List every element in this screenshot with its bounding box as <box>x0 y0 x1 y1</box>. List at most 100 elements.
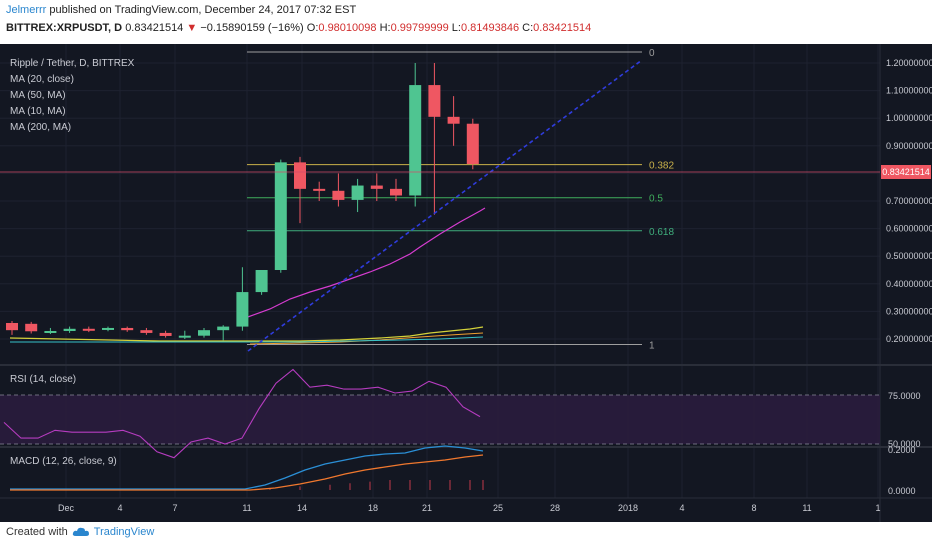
legend-title: Ripple / Tether, D, BITTREX <box>10 58 135 69</box>
macd-line <box>10 445 484 490</box>
close-label: C: <box>522 22 534 34</box>
candle-body <box>332 190 345 200</box>
ohlc-line: BITTREX:XRPUSDT, D 0.83421514 ▼ −0.15890… <box>6 22 591 35</box>
change-arrow-icon: ▼ <box>186 22 198 34</box>
price-axis-label: 0.70000000 <box>886 196 932 206</box>
time-axis-label: 11 <box>802 503 811 513</box>
rsi-title[interactable]: RSI (14, close) <box>10 374 76 385</box>
time-axis-label: 28 <box>550 503 560 513</box>
rsi-tick-75: 75.0000 <box>888 391 921 401</box>
macd-tick-0.2: 0.2000 <box>888 445 916 455</box>
time-axis-label: 2018 <box>618 503 638 513</box>
macd-tick-0: 0.0000 <box>888 486 916 496</box>
candle-body <box>370 185 383 189</box>
price-axis-label: 1.10000000 <box>886 86 932 96</box>
price-axis-label: 0.50000000 <box>886 251 932 261</box>
created-with-label: Created with <box>6 526 68 538</box>
candle-body <box>447 116 460 124</box>
time-axis-label: 18 <box>368 503 378 513</box>
low-value: 0.81493846 <box>460 22 520 34</box>
current-price-tag <box>881 165 931 179</box>
macd-title[interactable]: MACD (12, 26, close, 9) <box>10 456 117 467</box>
time-axis-label: 4 <box>117 503 122 513</box>
current-price-tag-text: 0.83421514 <box>882 167 930 177</box>
open-value: 0.98010098 <box>318 22 377 34</box>
candle-body <box>236 292 249 327</box>
time-axis-label: 4 <box>679 503 684 513</box>
candle-body <box>351 185 364 200</box>
time-axis: Dec 4 7 11 14 18 21 25 28 2018 4 8 11 1 <box>58 503 881 513</box>
candle-body <box>44 330 57 333</box>
publish-line: Jelmerrr published on TradingView.com, D… <box>6 4 356 17</box>
tradingview-link[interactable]: TradingView <box>93 526 155 538</box>
fib-level-label: 0.382 <box>649 161 674 172</box>
close-value: 0.83421514 <box>533 22 592 34</box>
time-axis-label: 14 <box>297 503 307 513</box>
legend-ma20[interactable]: MA (20, close) <box>10 74 74 85</box>
candle-body <box>428 85 441 117</box>
time-axis-label: 25 <box>493 503 503 513</box>
candle-body <box>409 85 422 196</box>
change-value: −0.15890159 (−16%) <box>200 22 304 34</box>
candle-body <box>466 123 479 165</box>
price-axis-label: 0.90000000 <box>886 141 932 151</box>
time-axis-label: 7 <box>172 503 177 513</box>
price-axis: 1.20000000 1.10000000 1.00000000 0.90000000… <box>886 58 932 344</box>
candle-body <box>294 162 306 189</box>
last-price: 0.83421514 <box>125 22 184 34</box>
candle-body <box>140 330 153 333</box>
open-label: O: <box>306 22 319 34</box>
candle-body <box>6 322 18 331</box>
ma20-line <box>244 207 486 319</box>
time-axis-label: 8 <box>751 503 756 513</box>
candle-body <box>198 330 210 336</box>
price-axis-label: 1.20000000 <box>886 58 932 68</box>
price-axis-label: 0.30000000 <box>886 306 932 316</box>
price-axis-label: 1.00000000 <box>886 113 932 123</box>
fib-level-label: 1 <box>649 341 655 352</box>
time-axis-label: Dec <box>58 503 75 513</box>
price-axis-label: 0.60000000 <box>886 224 932 234</box>
candle-body <box>255 270 268 293</box>
chart-canvas[interactable]: 0 0.382 0.5 0.618 1 0.83421514 1.20000000 1.1… <box>0 44 932 522</box>
fib-level-label: 0.5 <box>649 194 663 205</box>
candle-body <box>217 326 230 331</box>
macd-histogram <box>269 480 484 490</box>
macd-signal-line <box>10 454 484 491</box>
candle-body <box>82 328 95 331</box>
tradingview-cloud-icon <box>72 527 89 536</box>
time-axis-label: 11 <box>242 503 251 513</box>
author-link[interactable]: Jelmerrr <box>6 4 47 16</box>
candle-body <box>274 162 287 270</box>
candle-body <box>63 328 76 331</box>
candle-body <box>25 323 38 332</box>
symbol-label: BITTREX:XRPUSDT, D <box>6 22 123 34</box>
time-axis-label: 1 <box>875 503 880 513</box>
candle-body <box>313 188 326 191</box>
high-label: H: <box>379 22 391 34</box>
ma50-line <box>9 326 484 342</box>
trend-line <box>247 59 643 352</box>
candle-body <box>159 332 172 336</box>
price-axis-label: 0.20000000 <box>886 334 932 344</box>
candle-body <box>102 327 114 330</box>
rsi-line <box>3 368 481 459</box>
rsi-band <box>0 395 880 444</box>
legend-ma50[interactable]: MA (50, MA) <box>10 90 66 101</box>
fib-level-label: 0.618 <box>649 227 674 238</box>
footer: Created with TradingView <box>6 526 154 538</box>
candles <box>6 63 479 341</box>
legend-ma200[interactable]: MA (200, MA) <box>10 122 71 133</box>
candle-body <box>178 335 191 338</box>
chart-area[interactable]: 0 0.382 0.5 0.618 1 0.83421514 1.20000000 1.1… <box>0 44 932 522</box>
fib-retracement: 0 0.382 0.5 0.618 1 <box>247 48 674 352</box>
candle-body <box>121 327 134 331</box>
candle-body <box>390 188 402 196</box>
ma200-line <box>10 336 484 343</box>
publish-info: published on TradingView.com, December 2… <box>49 4 357 16</box>
fib-level-label: 0 <box>649 48 655 59</box>
high-value: 0.99799999 <box>390 22 449 34</box>
legend-ma10[interactable]: MA (10, MA) <box>10 106 66 117</box>
moving-averages <box>9 207 486 345</box>
